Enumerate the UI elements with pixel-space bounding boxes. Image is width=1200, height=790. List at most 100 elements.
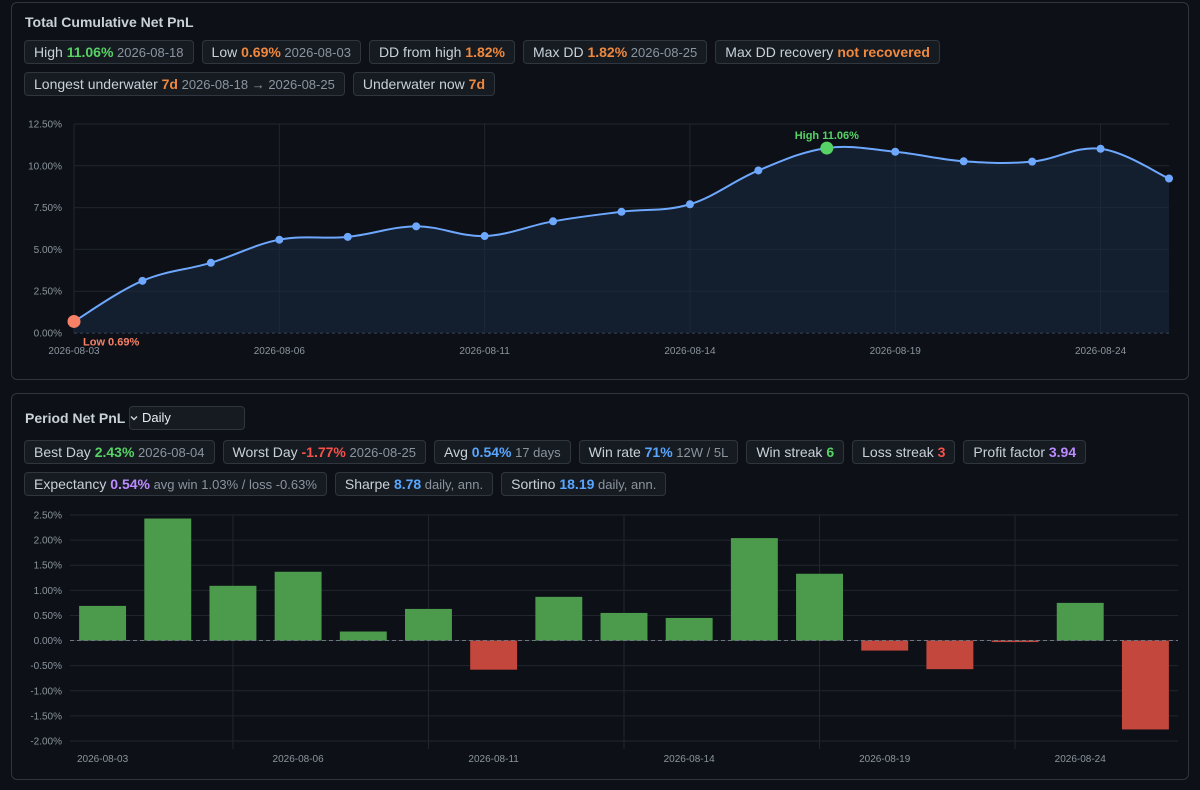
data-point (275, 235, 284, 244)
stat-chip-avg: Avg 0.54% 17 days (434, 440, 571, 464)
data-point (343, 232, 352, 241)
stat-label: Loss streak (862, 444, 938, 460)
stat-chip-sharpe: Sharpe 8.78 daily, ann. (334, 472, 494, 496)
stat-value: 1.82% (587, 44, 628, 60)
stat-value: 3 (937, 444, 946, 460)
bar (470, 640, 518, 670)
y-tick-label: 7.50% (34, 203, 62, 214)
stat-value: 0.54% (471, 444, 512, 460)
cumulative-stats-row-1: High 11.06% 2026-08-18 Low 0.69% 2026-08-… (24, 40, 940, 64)
data-point (138, 276, 147, 285)
stat-detail: daily, ann. (594, 477, 657, 492)
y-tick-label: -1.50% (30, 711, 62, 722)
stat-chip-loss-streak: Loss streak 3 (852, 440, 956, 464)
stat-value: 8.78 (393, 476, 422, 492)
stat-value: 1.82% (465, 44, 505, 60)
stat-chip-worst-day: Worst Day -1.77% 2026-08-25 (222, 440, 426, 464)
data-point (480, 232, 489, 241)
stat-label: Profit factor (973, 444, 1049, 460)
bar (796, 573, 843, 641)
data-point (549, 217, 558, 226)
area-fill (74, 146, 1169, 333)
stat-label: Win streak (756, 444, 827, 460)
y-tick-label: -2.00% (30, 737, 62, 748)
bar (600, 612, 648, 641)
stat-label: Sortino (511, 476, 560, 492)
stat-chip-max-dd: Max DD 1.82% 2026-08-25 (523, 40, 708, 64)
y-tick-label: 1.50% (34, 561, 62, 572)
y-tick-label: 1.00% (34, 586, 62, 597)
stat-chip-dd-from-high: DD from high 1.82% (368, 40, 515, 64)
stat-label: Expectancy (34, 476, 111, 492)
y-tick-label: 5.00% (34, 245, 62, 256)
stat-label: Max DD recovery (725, 44, 838, 60)
period-stats-row-2: Expectancy 0.54% avg win 1.03% / loss -0… (24, 472, 667, 496)
data-point (412, 222, 421, 231)
stat-detail: 12W / 5L (672, 445, 729, 460)
period-select-value: Daily (142, 410, 171, 425)
stat-label: Best Day (34, 444, 95, 460)
cumulative-pnl-panel: Total Cumulative Net PnL High 11.06% 202… (11, 2, 1189, 380)
period-bar-chart: -2.00% -1.50% -1.00% -0.50% 0.00% 0.50% 1.00% 1… (30, 511, 1178, 765)
y-tick-label: 12.50% (28, 120, 62, 131)
bar (209, 585, 257, 641)
bar (274, 571, 322, 641)
stat-chip-underwater-now: Underwater now 7d (352, 72, 495, 96)
stat-value: 3.94 (1048, 444, 1077, 460)
bar (144, 518, 192, 641)
bar (665, 617, 713, 641)
stat-detail: 2026-08-18 → 2026-08-25 (177, 77, 335, 92)
stat-detail: 2026-08-03 (280, 45, 351, 60)
stat-chip-win-rate: Win rate 71% 12W / 5L (578, 440, 739, 464)
period-select[interactable]: Daily (129, 406, 245, 430)
bar (79, 605, 127, 641)
y-tick-label: 0.00% (34, 329, 62, 340)
stat-label: Max DD (533, 44, 588, 60)
x-tick-label: 2026-08-19 (870, 346, 922, 357)
stat-chip-best-day: Best Day 2.43% 2026-08-04 (24, 440, 215, 464)
stat-detail: 2026-08-25 (345, 445, 416, 460)
data-point (754, 166, 763, 175)
stat-value: 7d (161, 76, 178, 92)
y-tick-label: 0.50% (34, 611, 62, 622)
x-tick-label: 2026-08-19 (859, 754, 911, 765)
stat-label: Low (211, 44, 242, 60)
x-tick-label: 2026-08-06 (273, 754, 325, 765)
x-tick-label: 2026-08-11 (459, 346, 510, 357)
x-tick-label: 2026-08-03 (77, 754, 129, 765)
stat-label: Avg (444, 444, 472, 460)
stat-chip-expectancy: Expectancy 0.54% avg win 1.03% / loss -0… (24, 472, 327, 496)
stat-value: 11.06% (66, 44, 114, 60)
stat-detail: 2026-08-04 (134, 445, 205, 460)
data-point (206, 258, 215, 267)
period-stats-row-1: Best Day 2.43% 2026-08-04 Worst Day -1.77… (24, 440, 1087, 464)
y-tick-label: -0.50% (30, 661, 62, 672)
stat-detail: 2026-08-25 (627, 45, 698, 60)
data-point (959, 157, 968, 166)
stat-label: Worst Day (232, 444, 302, 460)
stat-chip-max-dd-recovery: Max DD recovery not recovered (715, 40, 940, 64)
bar (339, 631, 387, 641)
stat-detail: avg win 1.03% / loss -0.63% (149, 477, 317, 492)
cumulative-stats-row-2: Longest underwater 7d 2026-08-18 → 2026-… (24, 72, 495, 96)
stat-chip-low: Low 0.69% 2026-08-03 (201, 40, 361, 64)
stat-value: 71% (644, 444, 673, 460)
stat-detail: daily, ann. (421, 477, 484, 492)
stat-chip-high: High 11.06% 2026-08-18 (24, 40, 194, 64)
stat-value: 6 (826, 444, 835, 460)
data-point (891, 147, 900, 156)
stat-label: Longest underwater (34, 76, 162, 92)
chevron-down-icon (130, 416, 138, 421)
cumulative-pnl-title: Total Cumulative Net PnL (25, 14, 194, 30)
bar (1121, 640, 1169, 730)
stat-label: Underwater now (362, 76, 469, 92)
low-marker (67, 314, 81, 328)
cumulative-line-chart: 0.00% 2.50% 5.00% 7.50% 10.00% 12.50% 2026-08-… (28, 120, 1173, 357)
stat-value: 2.43% (94, 444, 135, 460)
stat-label: High (34, 44, 67, 60)
x-tick-label: 2026-08-11 (468, 754, 519, 765)
x-tick-label: 2026-08-03 (48, 346, 100, 357)
stat-label: Sharpe (344, 476, 394, 492)
y-tick-label: 10.00% (28, 161, 62, 172)
bar (1056, 602, 1104, 641)
